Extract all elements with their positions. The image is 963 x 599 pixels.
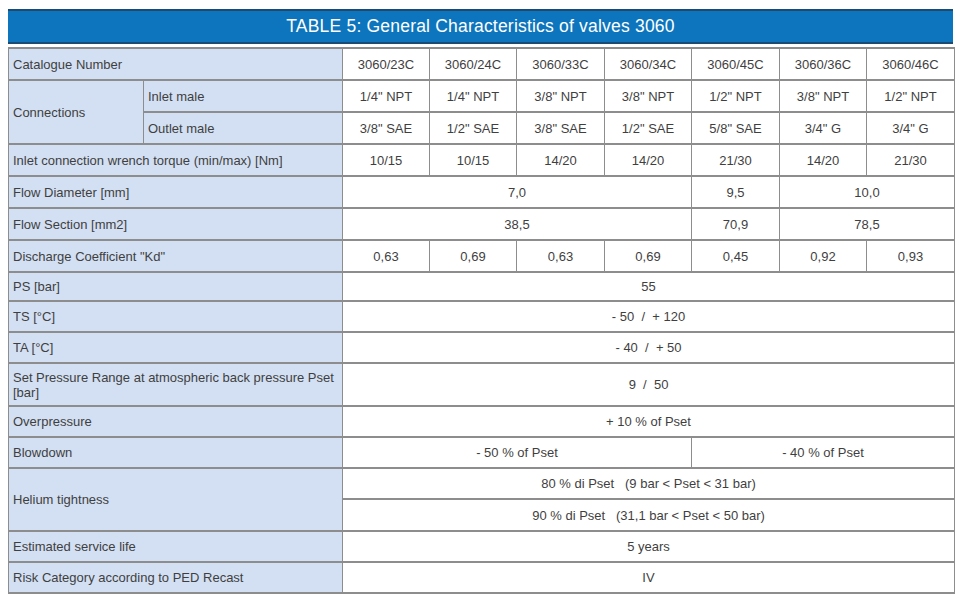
characteristics-table: TABLE 5: General Characteristics of valv… bbox=[8, 9, 953, 594]
row-flow-diameter: Flow Diameter [mm] 7,0 9,5 10,0 bbox=[9, 176, 955, 208]
kd-value: 0,93 bbox=[867, 240, 955, 272]
inlet-value: 3/8" NPT bbox=[605, 80, 692, 112]
outlet-value: 3/4" G bbox=[780, 112, 867, 144]
flow-diameter-value: 10,0 bbox=[780, 176, 955, 208]
set-pressure-range-label: Set Pressure Range at atmospheric back p… bbox=[9, 363, 343, 406]
flow-diameter-value: 9,5 bbox=[692, 176, 780, 208]
flow-diameter-value: 7,0 bbox=[343, 176, 692, 208]
row-ta: TA [°C] - 40 / + 50 bbox=[9, 332, 955, 363]
catalogue-value: 3060/34C bbox=[605, 48, 692, 80]
outlet-value: 5/8" SAE bbox=[692, 112, 780, 144]
row-helium-tightness-1: Helium tightness 80 % di Pset (9 bar < P… bbox=[9, 468, 955, 499]
set-pressure-range-value: 9 / 50 bbox=[343, 363, 955, 406]
kd-value: 0,63 bbox=[343, 240, 430, 272]
flow-section-value: 78,5 bbox=[780, 208, 955, 240]
kd-value: 0,63 bbox=[517, 240, 605, 272]
outlet-value: 3/4" G bbox=[867, 112, 955, 144]
flow-diameter-label: Flow Diameter [mm] bbox=[9, 176, 343, 208]
kd-value: 0,69 bbox=[605, 240, 692, 272]
row-wrench-torque: Inlet connection wrench torque (min/max)… bbox=[9, 144, 955, 176]
inlet-value: 1/4" NPT bbox=[430, 80, 517, 112]
flow-section-label: Flow Section [mm2] bbox=[9, 208, 343, 240]
risk-category-label: Risk Category according to PED Recast bbox=[9, 562, 343, 593]
ta-label: TA [°C] bbox=[9, 332, 343, 363]
outlet-value: 1/2" SAE bbox=[430, 112, 517, 144]
wrench-torque-label: Inlet connection wrench torque (min/max)… bbox=[9, 144, 343, 176]
kd-value: 0,92 bbox=[780, 240, 867, 272]
row-outlet-male: Outlet male 3/8" SAE 1/2" SAE 3/8" SAE 1… bbox=[9, 112, 955, 144]
datasheet-page: TABLE 5: General Characteristics of valv… bbox=[0, 0, 963, 599]
catalogue-value: 3060/24C bbox=[430, 48, 517, 80]
catalogue-value: 3060/45C bbox=[692, 48, 780, 80]
helium-tightness-label: Helium tightness bbox=[9, 468, 343, 531]
row-blowdown: Blowdown - 50 % of Pset - 40 % of Pset bbox=[9, 437, 955, 468]
catalogue-value: 3060/46C bbox=[867, 48, 955, 80]
connections-label: Connections bbox=[9, 80, 144, 144]
ps-value: 55 bbox=[343, 272, 955, 301]
torque-value: 14/20 bbox=[780, 144, 867, 176]
spec-table: Catalogue Number 3060/23C 3060/24C 3060/… bbox=[8, 47, 955, 594]
service-life-label: Estimated service life bbox=[9, 531, 343, 562]
row-flow-section: Flow Section [mm2] 38,5 70,9 78,5 bbox=[9, 208, 955, 240]
inlet-value: 3/8" NPT bbox=[780, 80, 867, 112]
outlet-value: 1/2" SAE bbox=[605, 112, 692, 144]
outlet-male-label: Outlet male bbox=[144, 112, 343, 144]
outlet-value: 3/8" SAE bbox=[343, 112, 430, 144]
kd-value: 0,45 bbox=[692, 240, 780, 272]
overpressure-label: Overpressure bbox=[9, 406, 343, 437]
row-inlet-male: Connections Inlet male 1/4" NPT 1/4" NPT… bbox=[9, 80, 955, 112]
discharge-coefficient-label: Discharge Coefficient "Kd" bbox=[9, 240, 343, 272]
outlet-value: 3/8" SAE bbox=[517, 112, 605, 144]
row-set-pressure-range: Set Pressure Range at atmospheric back p… bbox=[9, 363, 955, 406]
risk-category-value: IV bbox=[343, 562, 955, 593]
catalogue-value: 3060/23C bbox=[343, 48, 430, 80]
row-overpressure: Overpressure + 10 % of Pset bbox=[9, 406, 955, 437]
ps-label: PS [bar] bbox=[9, 272, 343, 301]
torque-value: 21/30 bbox=[867, 144, 955, 176]
torque-value: 21/30 bbox=[692, 144, 780, 176]
ts-value: - 50 / + 120 bbox=[343, 301, 955, 332]
service-life-value: 5 years bbox=[343, 531, 955, 562]
blowdown-label: Blowdown bbox=[9, 437, 343, 468]
inlet-value: 3/8" NPT bbox=[517, 80, 605, 112]
ta-value: - 40 / + 50 bbox=[343, 332, 955, 363]
inlet-value: 1/2" NPT bbox=[692, 80, 780, 112]
row-ts: TS [°C] - 50 / + 120 bbox=[9, 301, 955, 332]
row-catalogue-number: Catalogue Number 3060/23C 3060/24C 3060/… bbox=[9, 48, 955, 80]
row-ps: PS [bar] 55 bbox=[9, 272, 955, 301]
catalogue-value: 3060/36C bbox=[780, 48, 867, 80]
torque-value: 10/15 bbox=[343, 144, 430, 176]
helium-tightness-value-2: 90 % di Pset (31,1 bar < Pset < 50 bar) bbox=[343, 499, 955, 531]
inlet-male-label: Inlet male bbox=[144, 80, 343, 112]
torque-value: 14/20 bbox=[517, 144, 605, 176]
flow-section-value: 38,5 bbox=[343, 208, 692, 240]
ts-label: TS [°C] bbox=[9, 301, 343, 332]
table-title: TABLE 5: General Characteristics of valv… bbox=[8, 9, 953, 44]
row-discharge-coefficient: Discharge Coefficient "Kd" 0,63 0,69 0,6… bbox=[9, 240, 955, 272]
catalogue-number-label: Catalogue Number bbox=[9, 48, 343, 80]
inlet-value: 1/2" NPT bbox=[867, 80, 955, 112]
torque-value: 10/15 bbox=[430, 144, 517, 176]
flow-section-value: 70,9 bbox=[692, 208, 780, 240]
blowdown-value-right: - 40 % of Pset bbox=[692, 437, 955, 468]
inlet-value: 1/4" NPT bbox=[343, 80, 430, 112]
kd-value: 0,69 bbox=[430, 240, 517, 272]
blowdown-value-left: - 50 % of Pset bbox=[343, 437, 692, 468]
row-risk-category: Risk Category according to PED Recast IV bbox=[9, 562, 955, 593]
torque-value: 14/20 bbox=[605, 144, 692, 176]
row-service-life: Estimated service life 5 years bbox=[9, 531, 955, 562]
helium-tightness-value-1: 80 % di Pset (9 bar < Pset < 31 bar) bbox=[343, 468, 955, 499]
catalogue-value: 3060/33C bbox=[517, 48, 605, 80]
overpressure-value: + 10 % of Pset bbox=[343, 406, 955, 437]
